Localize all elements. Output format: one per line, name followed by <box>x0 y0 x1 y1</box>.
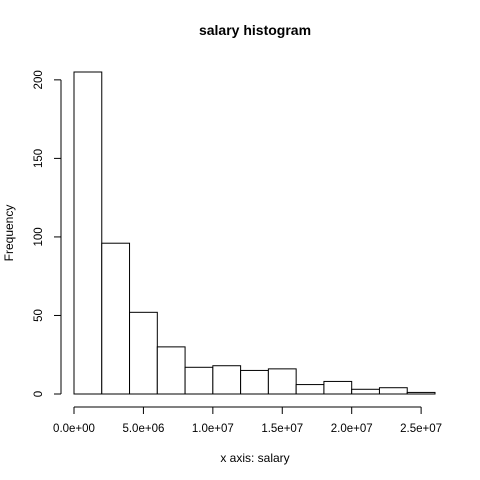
histogram-bar <box>323 380 353 395</box>
histogram-bar <box>73 71 103 395</box>
y-tick-label: 100 <box>33 227 45 246</box>
x-tick-label: 0.0e+00 <box>53 423 95 435</box>
y-axis-title: Frequency <box>2 205 16 262</box>
y-tick-label: 150 <box>33 149 45 168</box>
histogram-bar <box>295 384 325 395</box>
x-tick-label: 1.0e+07 <box>192 423 234 435</box>
histogram-bar <box>351 388 380 395</box>
x-tick-label: 2.0e+07 <box>331 423 373 435</box>
histogram-bar <box>184 366 214 395</box>
x-axis: 0.0e+00 5.0e+06 1.0e+07 1.5e+07 2.0e+07 2.5e+… <box>53 406 442 435</box>
y-tick-label: 0 <box>33 391 45 397</box>
y-tick-label: 50 <box>33 309 45 322</box>
histogram-bar <box>101 242 131 395</box>
histogram-bar <box>129 311 158 395</box>
x-axis-title: x axis: salary <box>220 451 289 465</box>
histogram-bar <box>156 346 186 395</box>
x-tick-label: 1.5e+07 <box>261 423 303 435</box>
histogram-bar <box>240 369 269 395</box>
histogram-bar <box>267 368 297 395</box>
chart-title: salary histogram <box>199 22 311 38</box>
histogram-bars <box>73 71 436 395</box>
x-tick-label: 2.5e+07 <box>400 423 442 435</box>
y-axis: 0 50 100 150 200 <box>33 70 62 397</box>
histogram-bar <box>212 365 242 395</box>
histogram-bar <box>378 387 408 395</box>
histogram-bar <box>406 391 436 395</box>
y-tick-label: 200 <box>33 70 45 89</box>
x-tick-label: 5.0e+06 <box>122 423 164 435</box>
